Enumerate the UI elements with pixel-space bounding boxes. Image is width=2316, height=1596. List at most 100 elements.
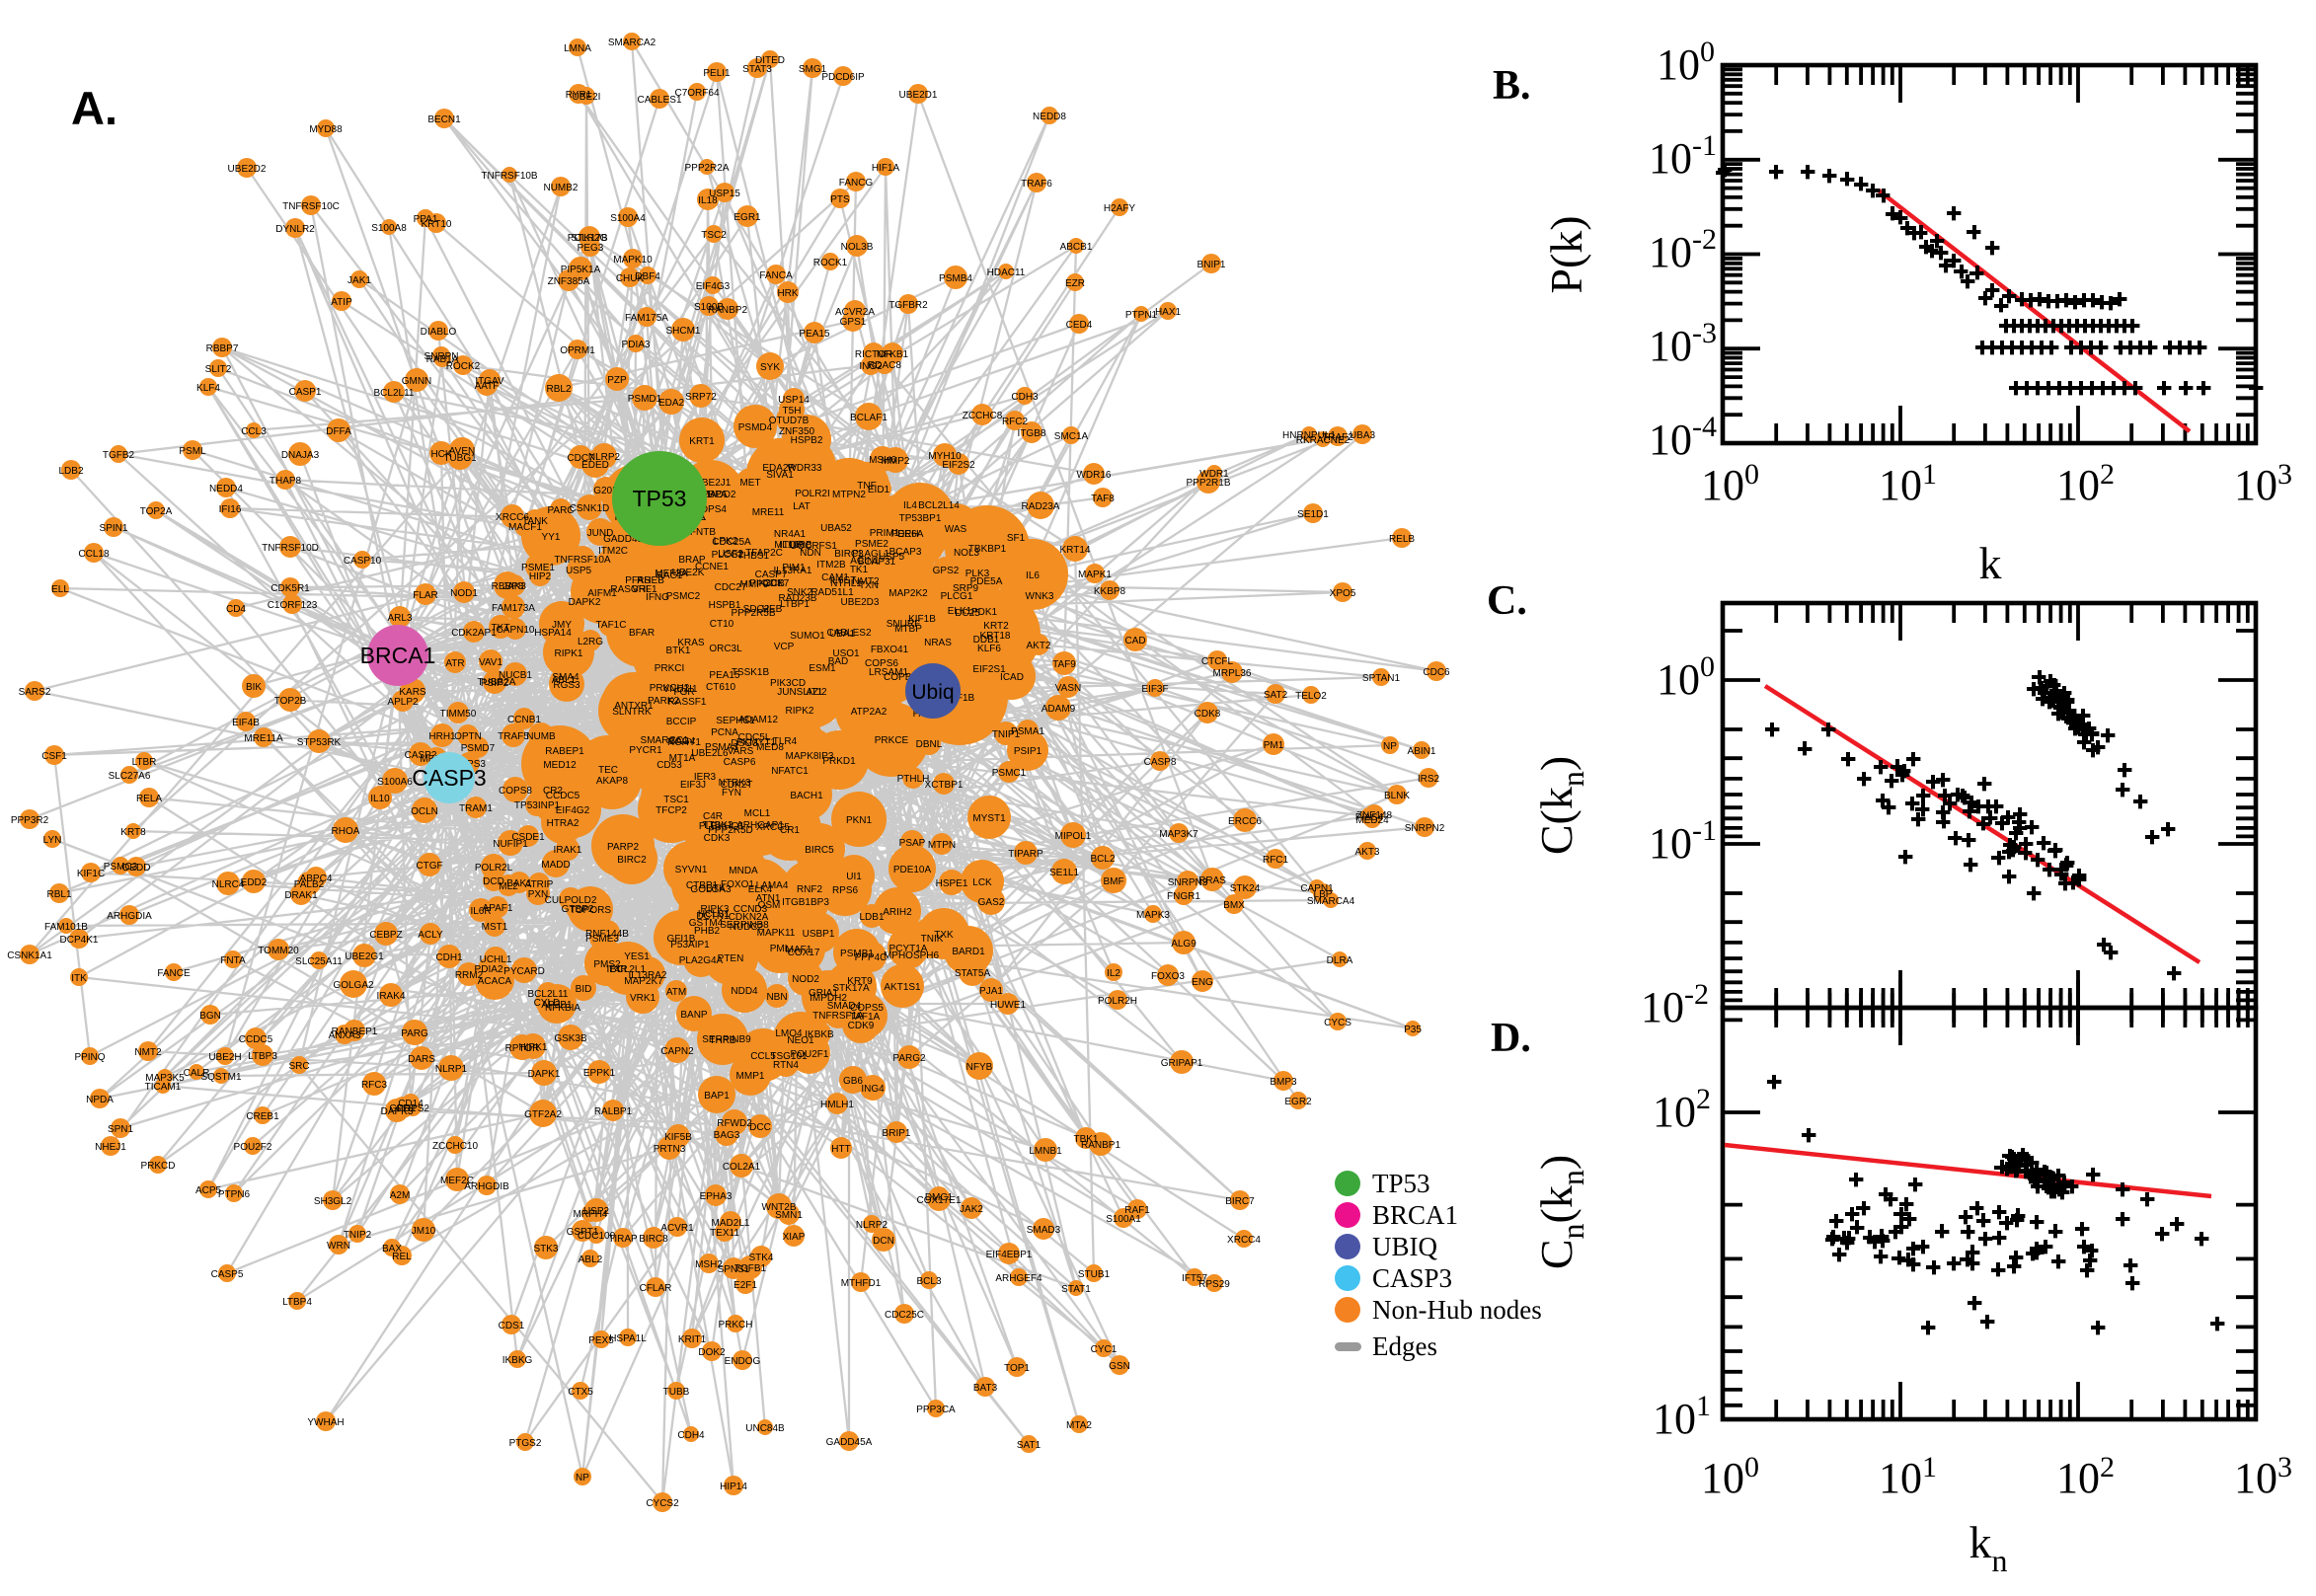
svg-text:ITK: ITK: [71, 973, 87, 984]
svg-text:KLF4: KLF4: [196, 383, 220, 394]
svg-text:MACF1: MACF1: [508, 522, 542, 533]
svg-text:SPTAN1: SPTAN1: [1362, 673, 1401, 684]
svg-text:BNIP1: BNIP1: [1197, 260, 1226, 270]
svg-text:SEPHS1: SEPHS1: [716, 716, 755, 726]
svg-text:FNGR1: FNGR1: [1167, 891, 1200, 902]
svg-text:USP5: USP5: [566, 566, 592, 576]
svg-text:DCN: DCN: [873, 1236, 894, 1247]
svg-text:Cn(kn): Cn(kn): [1531, 1155, 1590, 1269]
svg-text:C4R: C4R: [703, 811, 723, 822]
svg-text:KKBP8: KKBP8: [1094, 586, 1126, 597]
svg-text:-2: -2: [1684, 978, 1709, 1011]
svg-text:KRT9: KRT9: [847, 976, 873, 987]
svg-text:NUMB2: NUMB2: [543, 183, 578, 193]
svg-text:LBP: LBP: [1314, 889, 1333, 900]
svg-text:MTPN: MTPN: [928, 840, 956, 851]
svg-text:LTBP1: LTBP1: [780, 599, 810, 610]
svg-text:TIPARP: TIPARP: [1008, 849, 1043, 860]
svg-text:STUB1: STUB1: [1078, 1269, 1111, 1280]
svg-text:RIPK2: RIPK2: [786, 706, 814, 717]
svg-text:TSSK1B: TSSK1B: [732, 667, 770, 678]
svg-text:MCL1: MCL1: [744, 808, 771, 819]
svg-text:PSME2: PSME2: [855, 539, 888, 550]
svg-text:BRCA1: BRCA1: [360, 643, 436, 668]
svg-text:TP53BP1: TP53BP1: [899, 513, 942, 524]
svg-text:UCHL1: UCHL1: [480, 954, 512, 965]
svg-text:RBBP8: RBBP8: [492, 581, 524, 592]
svg-text:P35: P35: [1404, 1025, 1422, 1035]
svg-text:CD4: CD4: [226, 604, 246, 615]
svg-text:KIF1C: KIF1C: [77, 869, 105, 879]
svg-text:NOL3: NOL3: [954, 548, 980, 559]
svg-text:EIF4G3: EIF4G3: [696, 281, 731, 292]
svg-text:IL13RA2: IL13RA2: [629, 970, 667, 981]
svg-text:GPR1: GPR1: [389, 1103, 417, 1114]
svg-text:CABLES1: CABLES1: [637, 95, 681, 106]
svg-text:NUDC2: NUDC2: [730, 922, 764, 933]
svg-text:BAD: BAD: [828, 656, 849, 667]
svg-text:WAS: WAS: [945, 524, 967, 535]
svg-text:PARP2: PARP2: [607, 842, 639, 853]
svg-text:TUBB: TUBB: [663, 1387, 690, 1398]
svg-text:TFCP2: TFCP2: [656, 805, 687, 816]
svg-text:MAPK3: MAPK3: [1136, 910, 1170, 921]
svg-text:SAT2: SAT2: [1264, 690, 1288, 701]
svg-text:ARHGEF4: ARHGEF4: [995, 1273, 1042, 1284]
svg-text:ATRIP: ATRIP: [525, 879, 554, 890]
svg-text:PTHLH: PTHLH: [897, 774, 930, 785]
svg-text:PEG3: PEG3: [578, 243, 604, 254]
svg-text:JM10: JM10: [412, 1226, 436, 1237]
svg-text:PALB2: PALB2: [294, 879, 325, 890]
svg-text:ARIH2: ARIH2: [883, 907, 912, 918]
svg-text:SMARCA4: SMARCA4: [1307, 896, 1355, 907]
svg-text:SDC2: SDC2: [743, 604, 770, 615]
svg-text:MMP9: MMP9: [740, 579, 769, 590]
svg-text:KARS: KARS: [399, 687, 426, 698]
svg-text:BIRC8: BIRC8: [639, 1234, 668, 1245]
svg-text:CDKN2A: CDKN2A: [729, 912, 769, 923]
svg-text:2: 2: [2100, 458, 2115, 491]
svg-text:MYH10: MYH10: [928, 451, 962, 462]
svg-text:GADD45A: GADD45A: [826, 1437, 873, 1448]
svg-text:UBE2D2: UBE2D2: [228, 164, 267, 175]
svg-text:CDK9: CDK9: [848, 1021, 875, 1031]
svg-text:CTGF: CTGF: [416, 861, 442, 872]
svg-text:LPK2: LPK2: [714, 536, 738, 547]
svg-text:ATM: ATM: [666, 987, 686, 998]
svg-text:LMNA: LMNA: [564, 43, 591, 54]
svg-text:TXK: TXK: [934, 930, 954, 941]
svg-text:PDIA3: PDIA3: [622, 340, 651, 350]
svg-text:ITM2B: ITM2B: [816, 560, 846, 570]
svg-text:BCL2L14: BCL2L14: [918, 500, 960, 511]
svg-text:ICAD: ICAD: [1000, 672, 1024, 683]
svg-text:RBBP7: RBBP7: [206, 343, 239, 354]
svg-text:SYVN1: SYVN1: [675, 865, 708, 875]
svg-text:RPS6: RPS6: [832, 885, 859, 896]
svg-text:MAD2L1: MAD2L1: [712, 1218, 750, 1229]
svg-text:NDN: NDN: [800, 548, 821, 559]
svg-text:STK4: STK4: [748, 1253, 773, 1263]
svg-text:BIRC7: BIRC7: [1225, 1196, 1255, 1207]
svg-text:GMNN: GMNN: [402, 376, 432, 387]
svg-text:CSF1: CSF1: [41, 751, 67, 762]
svg-text:RBL1: RBL1: [46, 889, 71, 900]
svg-text:ANTXR1: ANTXR1: [614, 701, 654, 712]
svg-text:GRIPAP1: GRIPAP1: [1161, 1058, 1203, 1069]
svg-text:IMPDH2: IMPDH2: [810, 993, 847, 1004]
svg-text:ZNF350: ZNF350: [779, 426, 815, 437]
svg-text:LTBR: LTBR: [132, 757, 157, 768]
svg-text:ARHGDIB: ARHGDIB: [464, 1181, 509, 1192]
svg-text:SLIT2: SLIT2: [205, 364, 232, 375]
svg-text:0: 0: [1700, 650, 1715, 683]
svg-text:ARHGAP1: ARHGAP1: [736, 820, 784, 831]
svg-text:BANP: BANP: [680, 1010, 708, 1021]
svg-text:RHOA: RHOA: [332, 826, 360, 837]
svg-text:ELK4: ELK4: [748, 884, 773, 895]
svg-text:CDH4: CDH4: [677, 1430, 705, 1441]
svg-text:NP: NP: [1383, 741, 1397, 752]
svg-text:CEBPZ: CEBPZ: [369, 930, 402, 941]
svg-text:CHUK: CHUK: [616, 273, 645, 284]
svg-text:XRCC5: XRCC5: [756, 822, 790, 833]
svg-text:RICTOR: RICTOR: [855, 349, 892, 360]
svg-text:BTK: BTK: [706, 883, 726, 894]
